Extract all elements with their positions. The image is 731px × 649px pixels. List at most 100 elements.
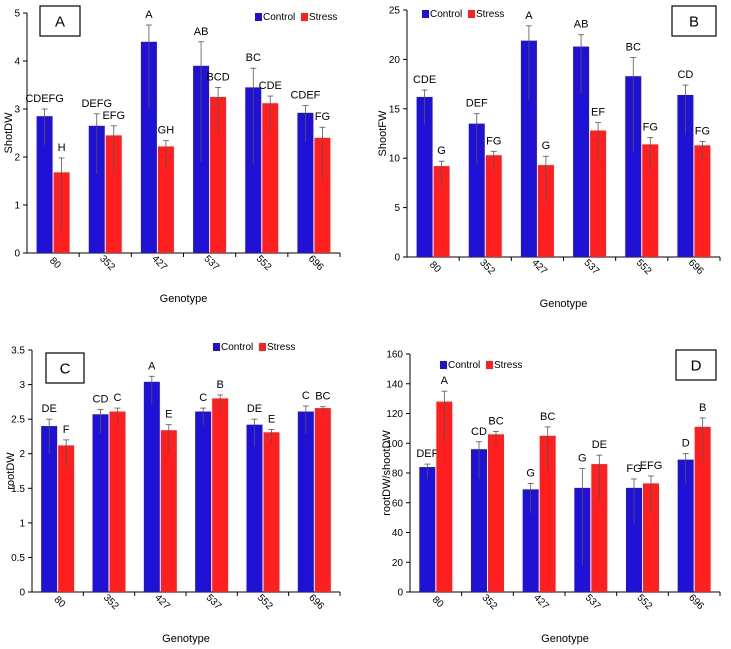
- significance-label: B: [216, 379, 223, 391]
- significance-label: BCD: [206, 71, 229, 83]
- significance-label: F: [63, 424, 70, 436]
- bar: [573, 46, 590, 257]
- x-axis-label: Genotype: [540, 298, 588, 310]
- significance-label: FG: [626, 463, 641, 475]
- significance-label: GH: [158, 125, 175, 137]
- legend-label-stress: Stress: [476, 9, 504, 20]
- bar: [694, 426, 711, 592]
- significance-label: E: [165, 409, 172, 421]
- y-tick-label: 0.5: [11, 553, 25, 564]
- significance-label: E: [268, 414, 275, 426]
- significance-label: C: [114, 392, 122, 404]
- legend-swatch-stress: [259, 343, 266, 351]
- bar: [694, 145, 711, 257]
- chart-panel-d: 0 20 40 60 80 100 120 140 160 rootDW/shootDW Genot…: [381, 349, 721, 645]
- y-tick-label: 1: [14, 201, 20, 212]
- significance-label: DEF: [466, 98, 488, 110]
- bar: [520, 40, 537, 258]
- x-axis-label: Genotype: [541, 633, 589, 645]
- bar: [643, 483, 659, 592]
- significance-label: AB: [194, 26, 209, 38]
- bar: [626, 487, 642, 592]
- bar: [36, 116, 53, 253]
- bar: [210, 97, 227, 253]
- bar: [58, 445, 75, 592]
- legend-label-stress: Stress: [494, 360, 522, 371]
- y-tick-label: 3: [14, 105, 20, 116]
- y-tick-label: 0: [19, 588, 25, 599]
- bar: [245, 87, 262, 254]
- bar: [485, 155, 502, 257]
- y-tick-label: 3: [19, 380, 25, 391]
- significance-label: FG: [486, 135, 501, 147]
- panel-letter: D: [691, 358, 702, 375]
- significance-label: D: [682, 438, 690, 450]
- significance-label: BC: [540, 411, 555, 423]
- bar: [143, 381, 160, 592]
- y-tick-label: 10: [389, 154, 401, 165]
- panel-letter-box: [675, 349, 717, 381]
- bar: [297, 112, 314, 253]
- significance-label: EFG: [102, 110, 125, 122]
- y-tick-label: 1: [19, 518, 25, 529]
- legend-label-stress: Stress: [267, 342, 295, 353]
- significance-label: A: [441, 375, 449, 387]
- bar: [109, 411, 126, 592]
- y-tick-label: 0: [394, 253, 400, 264]
- panel-letter-box: [671, 5, 717, 37]
- panel-letter: C: [60, 361, 71, 378]
- y-tick-label: 3.5: [11, 346, 25, 357]
- y-tick-label: 25: [389, 6, 401, 17]
- significance-label: CDEF: [290, 90, 320, 102]
- panel-letter: A: [55, 14, 65, 31]
- legend-swatch-stress: [468, 10, 475, 18]
- bar: [625, 76, 642, 257]
- significance-label: BC: [488, 415, 503, 427]
- bar: [590, 130, 607, 257]
- significance-label: CD: [93, 393, 109, 405]
- significance-label: G: [578, 453, 587, 465]
- significance-label: EF: [591, 107, 605, 119]
- bar: [246, 424, 263, 592]
- legend-label-control: Control: [263, 12, 295, 23]
- x-axis-label: Genotype: [160, 293, 208, 305]
- panel-letter-box: [39, 5, 81, 37]
- significance-label: DEFG: [81, 98, 112, 110]
- bar: [471, 449, 487, 592]
- bar: [297, 411, 314, 592]
- panel-letter-box: [45, 352, 85, 384]
- bar: [160, 430, 177, 592]
- legend-swatch-stress: [486, 361, 493, 369]
- significance-label: FG: [695, 125, 710, 137]
- significance-label: CD: [677, 69, 693, 81]
- bar: [433, 166, 450, 257]
- y-tick-label: 5: [14, 9, 20, 20]
- bar: [677, 94, 694, 257]
- legend-label-control: Control: [221, 342, 253, 353]
- significance-label: CDE: [413, 74, 436, 86]
- bar: [677, 459, 694, 592]
- y-axis-label: ShootFW: [377, 110, 389, 156]
- y-tick-label: 2: [19, 449, 25, 460]
- significance-label: EFG: [640, 460, 663, 472]
- bar: [642, 144, 659, 257]
- y-axis-label: rootDW/shootDW: [381, 430, 393, 516]
- legend-swatch-control: [255, 13, 262, 21]
- significance-label: DE: [592, 439, 607, 451]
- significance-label: FG: [315, 111, 330, 123]
- bar: [468, 123, 485, 258]
- bar: [88, 125, 105, 253]
- legend-label-control: Control: [448, 360, 480, 371]
- bar: [419, 467, 436, 592]
- significance-label: BC: [626, 41, 641, 53]
- bar: [195, 411, 212, 592]
- y-tick-label: 60: [392, 498, 404, 509]
- y-tick-label: 1.5: [11, 484, 25, 495]
- y-tick-label: 20: [392, 558, 404, 569]
- y-tick-label: 160: [386, 350, 403, 361]
- significance-label: G: [437, 145, 446, 157]
- y-tick-label: 0: [14, 249, 20, 260]
